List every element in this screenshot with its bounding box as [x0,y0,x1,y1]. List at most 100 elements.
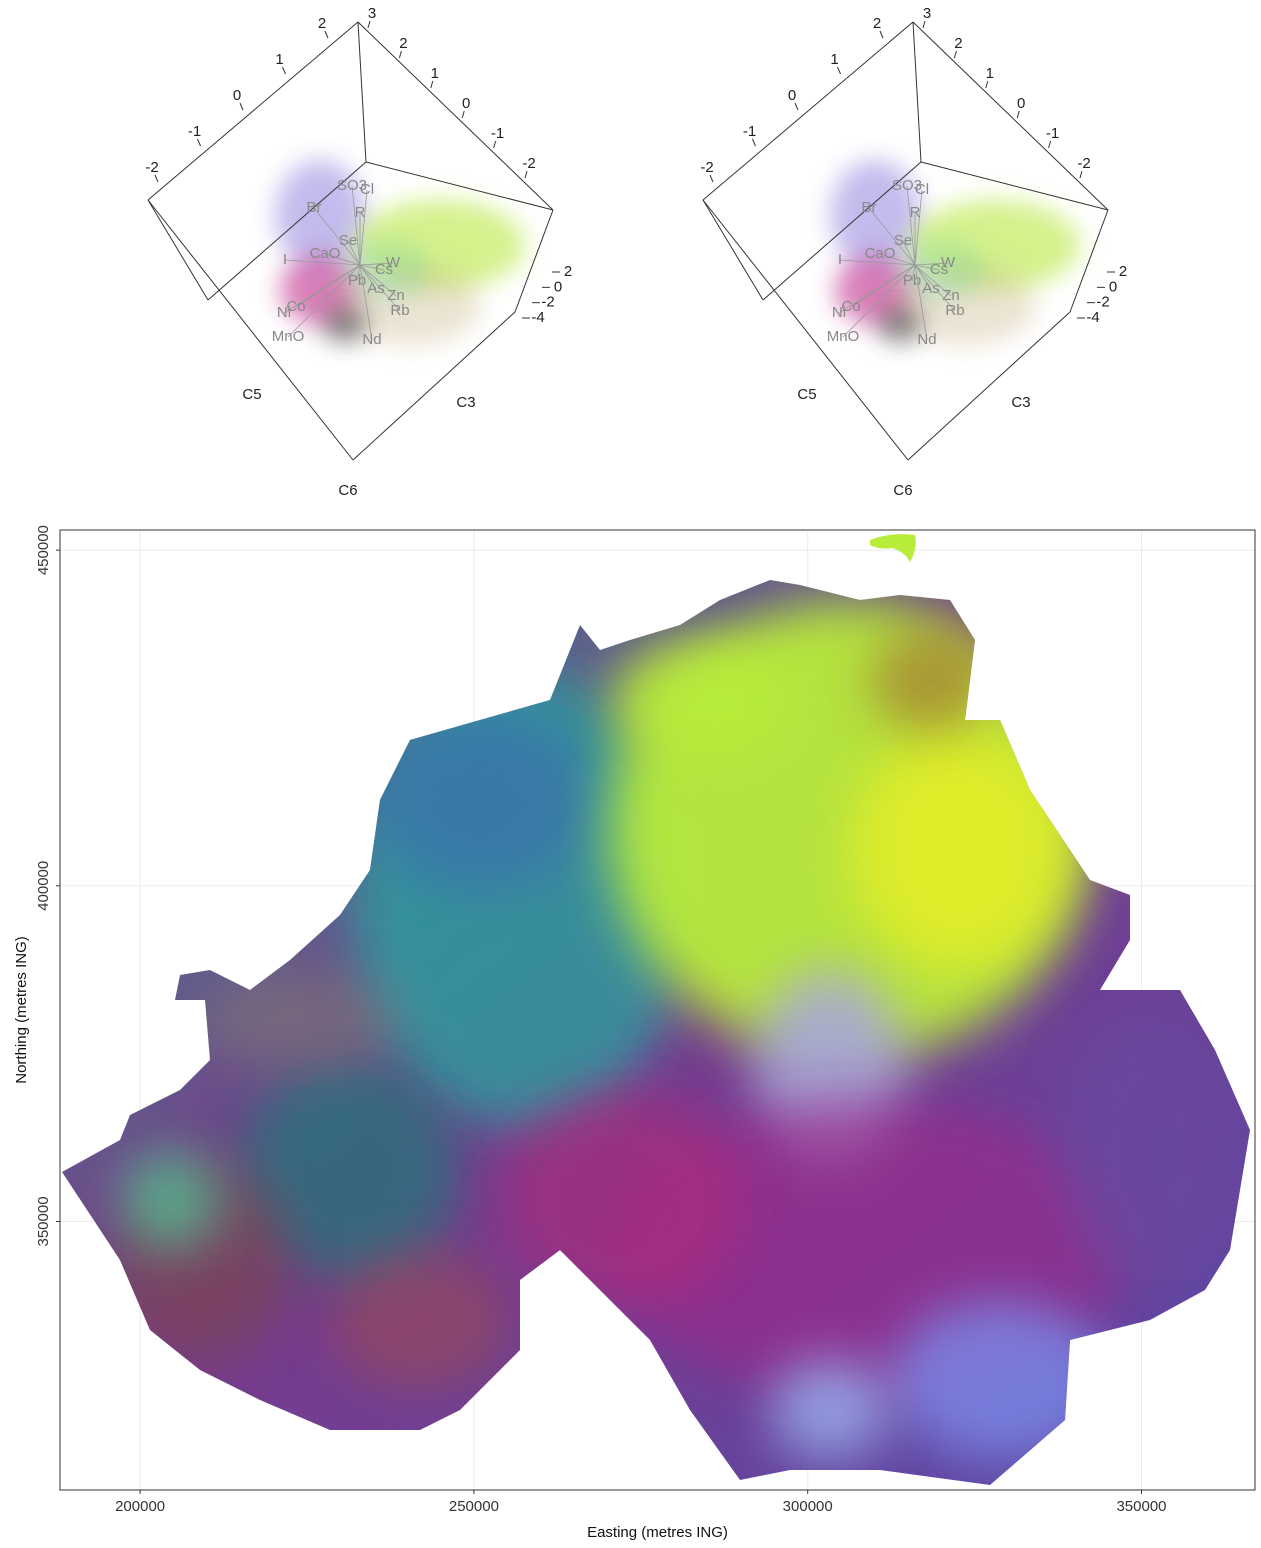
variable-label: MnO [272,328,305,345]
tick-label: 3 [923,5,931,22]
tick-label: 1 [986,65,994,82]
tick-label: -1 [743,123,756,140]
tick-mark [753,139,756,146]
tick-mark [155,175,158,182]
tick-label: 3 [368,5,376,22]
tick-label: 0 [554,278,562,295]
variable-label: R [910,204,921,221]
tick-label: 2 [954,35,962,52]
variable-label: Se [894,232,912,249]
tick-label: 1 [830,51,838,68]
x-tick-label: 250000 [449,1498,499,1515]
variable-label: I [283,251,287,268]
axis-label: C6 [338,482,357,499]
tick-label: 0 [1017,95,1025,112]
tick-label: -4 [531,309,544,326]
variable-label: Nd [917,331,936,348]
tick-label: -1 [188,123,201,140]
land-blotch [610,640,790,760]
box-edge [913,22,921,162]
point-cloud [878,307,922,343]
x-tick-label: 300000 [783,1498,833,1515]
land-blotch [120,1150,220,1250]
variable-label: As [367,280,385,297]
box-edge [358,22,366,162]
variable-label: Cl [915,181,929,198]
tick-label: 2 [564,263,572,280]
tick-mark [399,51,401,58]
tick-label: 2 [318,15,326,32]
axis-label: C5 [797,386,816,403]
variable-label: R [355,204,366,221]
tick-mark [240,103,243,110]
variable-label: MnO [827,328,860,345]
axis-label: C5 [242,386,261,403]
tick-label: -2 [145,159,158,176]
tick-mark [986,81,988,88]
variable-label: CaO [865,245,896,262]
axis-label: C3 [1011,394,1030,411]
tick-mark [1049,141,1051,148]
variable-label: As [922,280,940,297]
tick-mark [368,21,370,28]
tick-mark [795,103,798,110]
variable-label: Cs [930,261,948,278]
variable-label: Co [841,298,860,315]
box-edge [358,22,553,210]
tick-label: 1 [275,51,283,68]
tick-label: 0 [788,87,796,104]
axis-label: C6 [893,482,912,499]
tick-label: 2 [1119,263,1127,280]
tick-mark [198,139,201,146]
y-tick-label: 350000 [35,1196,52,1246]
x-tick-label: 350000 [1116,1498,1166,1515]
point-cloud [323,307,367,343]
variable-label: Nd [362,331,381,348]
variable-label: Br [862,199,877,216]
variable-label: Br [307,199,322,216]
land-blotch [770,1360,890,1460]
x-axis-title: Easting (metres ING) [587,1524,728,1541]
land-blotch [330,1250,510,1390]
y-tick-label: 400000 [35,861,52,911]
y-axis-title: Northing (metres ING) [13,936,30,1084]
tick-mark [1080,171,1082,178]
tick-mark [880,31,883,38]
tick-mark [1017,111,1019,118]
tick-label: -2 [700,159,713,176]
variable-label: Se [339,232,357,249]
tick-label: -2 [522,155,535,172]
tick-mark [954,51,956,58]
y-tick-label: 450000 [35,525,52,575]
tick-mark [838,67,841,74]
tick-label: 1 [431,65,439,82]
box-edge [703,200,763,300]
land-blotch [200,970,400,1070]
figure: -2-10123210-1-220-2-4C5C3C6SO3ClBrRSeCaO… [0,0,1261,1548]
tick-mark [494,141,496,148]
box-edge [148,200,208,300]
tick-label: -4 [1086,309,1099,326]
tick-mark [710,175,713,182]
variable-label: Rb [945,302,964,319]
land-blotch [1060,1010,1240,1290]
variable-label: Cs [375,261,393,278]
tick-label: 2 [873,15,881,32]
tick-label: 0 [233,87,241,104]
tick-label: 0 [462,95,470,112]
x-tick-label: 200000 [115,1498,165,1515]
box-edge [913,22,1108,210]
tick-label: -1 [1046,125,1059,142]
tick-mark [431,81,433,88]
variable-label: I [838,251,842,268]
tick-mark [462,111,464,118]
tick-label: 2 [399,35,407,52]
tick-label: 0 [1109,278,1117,295]
tick-mark [923,21,925,28]
variable-label: Co [286,298,305,315]
page: -2-10123210-1-220-2-4C5C3C6SO3ClBrRSeCaO… [0,0,1261,1548]
tick-mark [283,67,286,74]
tick-label: -1 [491,125,504,142]
